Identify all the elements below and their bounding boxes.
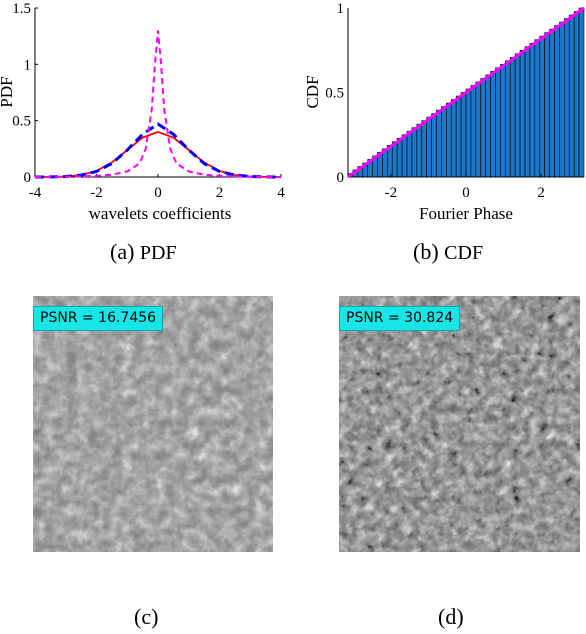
- image-c-texture: [33, 296, 273, 552]
- cdf-x-tick-label: -2: [385, 185, 398, 201]
- cdf-bar: [554, 25, 560, 178]
- cdf-bar: [391, 141, 398, 178]
- caption-b-text: CDF: [444, 242, 484, 264]
- pdf-x-tick-label: 2: [216, 185, 224, 201]
- pdf-y-axis-label: PDF: [0, 76, 16, 107]
- image-d-texture: [339, 296, 580, 552]
- caption-c: (c): [134, 604, 158, 630]
- cdf-bar: [411, 127, 418, 178]
- cdf-bar: [544, 32, 550, 178]
- cdf-y-axis-label: CDF: [303, 75, 322, 108]
- pdf-y-tick-label: 0: [24, 170, 32, 186]
- cdf-axes: [347, 8, 584, 178]
- cdf-tick-labels: -2 0 2 0 0.5 1: [325, 1, 545, 201]
- cdf-bar: [465, 88, 472, 178]
- cdf-bar: [480, 78, 486, 178]
- cdf-bar: [470, 85, 477, 178]
- cdf-x-tick-label: 2: [537, 185, 545, 201]
- cdf-bar: [529, 42, 536, 178]
- cdf-bar: [514, 53, 521, 178]
- caption-d-tag: (d): [438, 604, 464, 629]
- cdf-bar: [446, 102, 452, 178]
- cdf-bar: [450, 99, 457, 178]
- cdf-bar: [495, 67, 501, 178]
- cdf-bar: [475, 81, 482, 178]
- cdf-bar: [505, 60, 511, 178]
- caption-a: (a) PDF: [110, 239, 177, 265]
- pdf-chart: -4 -2 0 2 4 0 0.5 1 1.5 wavelets coefficients PD…: [0, 1, 285, 223]
- cdf-bar: [441, 106, 447, 178]
- caption-b-tag: (b): [413, 239, 439, 264]
- pdf-y-tick-label: 0.5: [12, 114, 31, 130]
- cdf-y-tick-label: 0.5: [325, 86, 344, 102]
- pdf-y-tick-label: 1: [24, 57, 32, 73]
- image-c: [33, 296, 273, 552]
- cdf-bar: [568, 14, 575, 178]
- caption-d: (d): [438, 604, 464, 630]
- cdf-y-tick-label: 1: [337, 1, 345, 17]
- pdf-red-solid-line: [34, 130, 282, 178]
- cdf-y-tick-label: 0: [337, 170, 345, 186]
- cdf-reference-line: [347, 6, 585, 179]
- cdf-bar: [431, 113, 437, 178]
- pdf-tick-labels: -4 -2 0 2 4 0 0.5 1 1.5: [12, 1, 285, 201]
- cdf-x-tick-label: 0: [462, 185, 470, 201]
- caption-a-tag: (a): [110, 239, 135, 264]
- cdf-bar: [500, 64, 506, 178]
- pdf-x-tick-label: -4: [29, 185, 42, 201]
- cdf-bar: [396, 137, 403, 178]
- cdf-bar: [509, 56, 516, 178]
- cdf-bar: [401, 134, 408, 178]
- pdf-x-tick-label: 4: [277, 185, 285, 201]
- cdf-bar: [436, 109, 442, 178]
- cdf-bar: [539, 35, 545, 178]
- cdf-chart: -2 0 2 0 0.5 1 Fourier Phase CDF: [303, 1, 585, 223]
- cdf-bar: [559, 21, 565, 178]
- cdf-bar: [519, 49, 526, 178]
- caption-a-text: PDF: [139, 242, 177, 264]
- pdf-x-tick-label: -2: [90, 185, 103, 201]
- cdf-bar: [416, 123, 423, 178]
- pdf-series: [34, 30, 282, 179]
- cdf-bar: [426, 116, 432, 178]
- cdf-magenta-line: [347, 6, 585, 179]
- psnr-label-d: PSNR = 30.824: [339, 306, 461, 331]
- cdf-bar: [578, 7, 585, 178]
- pdf-x-tick-label: 0: [154, 185, 162, 201]
- image-d: [339, 296, 580, 552]
- psnr-label-c: PSNR = 16.7456: [33, 306, 164, 331]
- cdf-bar: [549, 28, 555, 178]
- caption-c-tag: (c): [134, 604, 159, 629]
- pdf-magenta-dashed-line: [34, 30, 282, 178]
- pdf-y-tick-label: 1.5: [12, 1, 31, 17]
- cdf-bar: [564, 18, 570, 178]
- caption-b: (b) CDF: [413, 239, 483, 265]
- cdf-bar: [455, 95, 462, 178]
- cdf-bar: [485, 74, 491, 178]
- cdf-bar: [490, 71, 496, 178]
- cdf-bar: [406, 130, 413, 178]
- pdf-x-axis-label: wavelets coefficients: [89, 204, 232, 223]
- cdf-bar: [524, 46, 531, 178]
- cdf-bar: [534, 39, 541, 178]
- cdf-bar: [573, 11, 580, 178]
- cdf-x-axis-label: Fourier Phase: [419, 204, 513, 223]
- cdf-bar: [421, 120, 427, 178]
- cdf-bar: [460, 92, 467, 178]
